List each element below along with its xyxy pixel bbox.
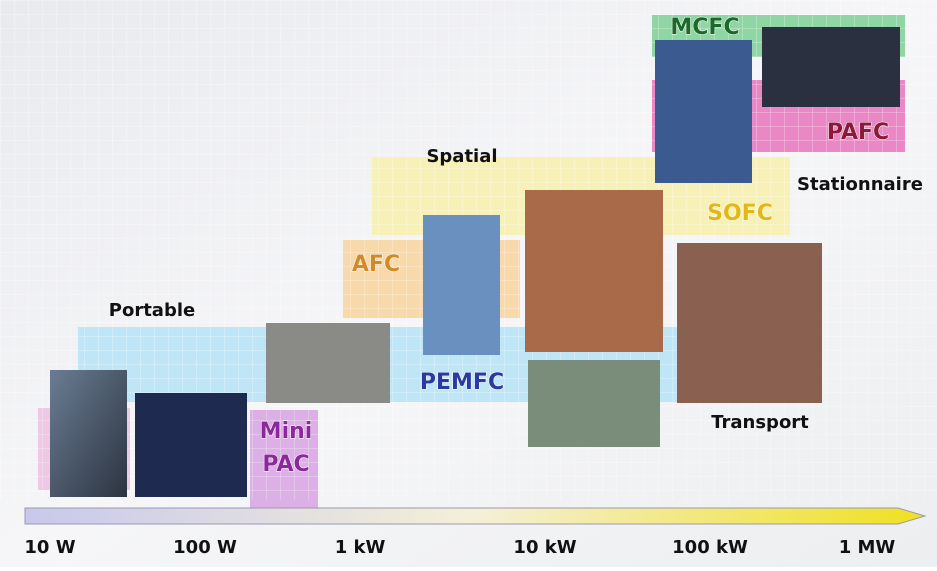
power-arrow [24,507,927,525]
application-label: Spatial [426,146,497,167]
axis-label: 10 kW [513,537,576,558]
axis-label: 1 MW [839,537,896,558]
minipac-label: Mini [260,419,313,444]
application-label: Portable [109,300,195,321]
minipac-label: PAC [262,452,309,477]
power-axis: 10 W 100 W 1 kW 10 kW 100 kW 1 MW [24,537,895,558]
laptop-photo [135,393,247,497]
shuttle-photo [423,215,500,355]
pafc-label: PAFC [827,120,889,145]
sofc-label: SOFC [707,201,773,226]
pemfc-label: PEMFC [420,370,504,395]
application-label: Stationnaire [797,174,923,195]
axis-label: 100 W [173,537,237,558]
bike-photo [266,323,390,403]
photos [50,27,900,497]
house-photo [525,190,663,352]
mcfc-label: MCFC [670,15,739,40]
phone-photo [50,370,127,497]
car-photo [528,360,660,447]
bus-photo [677,243,822,403]
plant-photo [762,27,900,107]
afc-label: AFC [352,252,400,277]
axis-label: 10 W [24,537,75,558]
application-label: Transport [711,412,809,433]
labels: MCFC PAFC SOFC AFC PEMFC Mini PAC Portab… [109,15,923,478]
axis-label: 100 kW [672,537,748,558]
tower-photo [655,40,752,183]
axis-label: 1 kW [335,537,386,558]
